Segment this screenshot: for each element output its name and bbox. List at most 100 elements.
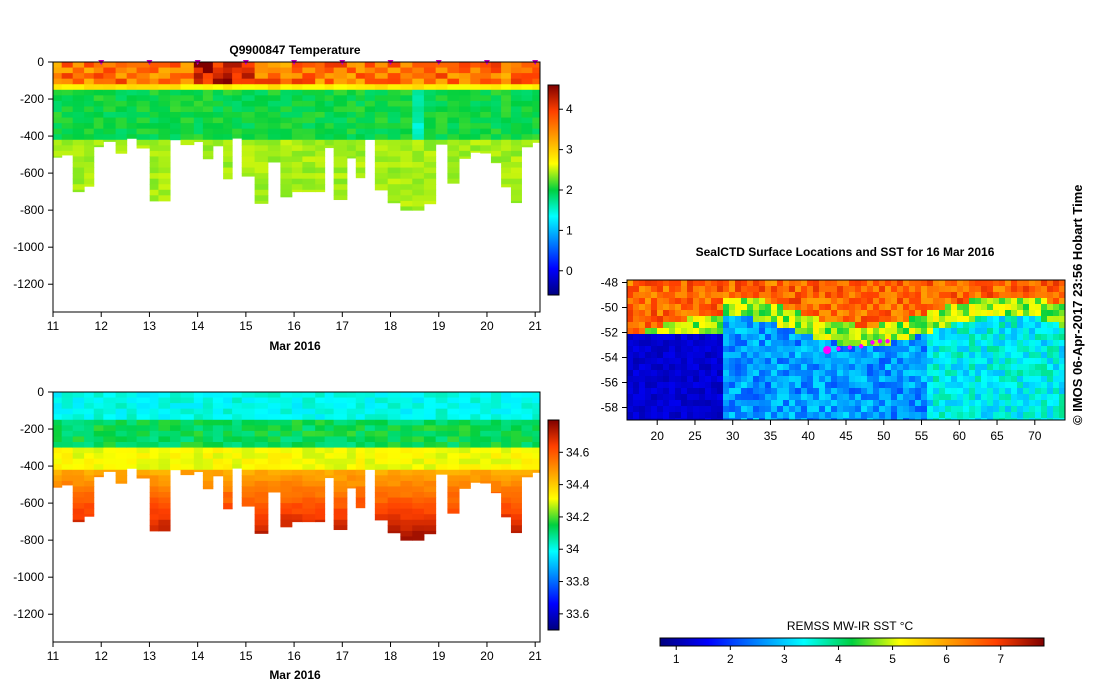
sst-cell bbox=[819, 388, 825, 394]
sst-cell bbox=[855, 364, 861, 370]
sst-cell bbox=[813, 418, 819, 420]
profile-cell bbox=[267, 442, 281, 449]
profile-cell bbox=[480, 112, 492, 119]
profile-cell bbox=[387, 67, 401, 74]
sst-cell bbox=[813, 304, 819, 310]
profile-cell bbox=[423, 139, 437, 146]
sst-cell bbox=[927, 376, 933, 382]
profile-cell bbox=[136, 397, 151, 404]
profile-cell bbox=[254, 397, 269, 404]
profile-cell bbox=[61, 453, 74, 460]
profile-cell bbox=[93, 403, 104, 410]
sst-cell bbox=[897, 340, 903, 346]
profile-cell bbox=[387, 519, 401, 526]
sst-cell bbox=[1029, 316, 1035, 322]
sst-cell bbox=[759, 334, 765, 340]
profile-cell bbox=[53, 436, 63, 443]
sst-cell bbox=[1029, 358, 1035, 364]
profile-cell bbox=[423, 430, 437, 437]
profile-cell bbox=[223, 397, 233, 404]
profile-cell bbox=[254, 112, 269, 119]
sst-cell bbox=[963, 364, 969, 370]
sst-cell bbox=[945, 334, 951, 340]
sst-cell bbox=[789, 376, 795, 382]
profile-cell bbox=[180, 62, 195, 69]
salinity-xlabel: Mar 2016 bbox=[269, 668, 321, 682]
profile-cell bbox=[387, 514, 401, 521]
profile-cell bbox=[480, 475, 492, 482]
profile-cell bbox=[532, 112, 541, 119]
sst-cell bbox=[687, 292, 693, 298]
sst-cell bbox=[765, 292, 771, 298]
sst-cell bbox=[759, 310, 765, 316]
profile-cell bbox=[324, 408, 335, 415]
sst-cell bbox=[693, 370, 699, 376]
profile-cell bbox=[53, 117, 63, 124]
profile-cell bbox=[480, 78, 492, 85]
profile-cell bbox=[412, 442, 425, 449]
sst-cell bbox=[717, 334, 723, 340]
profile-cell bbox=[333, 173, 348, 180]
sst-cell bbox=[783, 388, 789, 394]
sst-cell bbox=[957, 406, 963, 412]
profile-cell bbox=[400, 525, 413, 532]
sst-cell bbox=[951, 286, 957, 292]
sst-cell bbox=[843, 280, 849, 286]
profile-cell bbox=[387, 189, 401, 196]
profile-cell bbox=[136, 139, 151, 146]
sst-cell bbox=[933, 382, 939, 388]
sst-cell bbox=[945, 364, 951, 370]
sst-cell bbox=[783, 418, 789, 420]
profile-cell bbox=[84, 469, 95, 476]
sst-cell bbox=[1029, 376, 1035, 382]
profile-cell bbox=[212, 397, 224, 404]
profile-cell bbox=[223, 100, 233, 107]
profile-cell bbox=[212, 403, 224, 410]
profile-cell bbox=[193, 414, 204, 421]
sst-cell bbox=[693, 292, 699, 298]
sst-cell bbox=[987, 382, 993, 388]
profile-cell bbox=[53, 475, 63, 482]
sst-cell bbox=[1047, 370, 1053, 376]
profile-cell bbox=[480, 100, 492, 107]
profile-cell bbox=[223, 430, 233, 437]
sst-cell bbox=[753, 376, 759, 382]
profile-cell bbox=[333, 145, 348, 152]
sst-cell bbox=[645, 328, 651, 334]
sst-cell bbox=[879, 322, 885, 328]
profile-cell bbox=[374, 134, 389, 141]
profile-cell bbox=[254, 162, 269, 169]
sst-cell bbox=[951, 358, 957, 364]
sst-cell bbox=[1035, 304, 1041, 310]
profile-cell bbox=[302, 189, 316, 193]
sst-cell bbox=[777, 412, 783, 418]
profile-cell bbox=[412, 195, 425, 202]
sst-cell bbox=[987, 286, 993, 292]
profile-cell bbox=[315, 469, 326, 476]
sst-cell bbox=[843, 346, 849, 352]
sst-cell bbox=[1017, 418, 1023, 420]
sst-cell bbox=[1023, 394, 1029, 400]
sst-cell bbox=[879, 346, 885, 352]
sst-cell bbox=[705, 346, 711, 352]
sst-cell bbox=[675, 316, 681, 322]
sst-cell bbox=[657, 382, 663, 388]
sst-cell bbox=[915, 280, 921, 286]
profile-cell bbox=[241, 128, 256, 135]
sst-cell bbox=[843, 328, 849, 334]
profile-cell bbox=[374, 173, 389, 180]
colorbar-tick-label: 4 bbox=[566, 102, 573, 116]
profile-cell bbox=[412, 458, 425, 465]
profile-cell bbox=[459, 150, 471, 157]
profile-cell bbox=[412, 128, 425, 135]
sst-cell bbox=[1035, 322, 1041, 328]
y-tick-label: -1200 bbox=[13, 277, 44, 291]
profile-cell bbox=[521, 73, 533, 80]
sst-cell bbox=[657, 298, 663, 304]
sst-cell bbox=[759, 322, 765, 328]
profile-cell bbox=[291, 178, 303, 185]
profile-cell bbox=[149, 475, 159, 482]
sst-cell bbox=[921, 304, 927, 310]
sst-cell bbox=[1053, 322, 1059, 328]
profile-cell bbox=[241, 112, 256, 119]
